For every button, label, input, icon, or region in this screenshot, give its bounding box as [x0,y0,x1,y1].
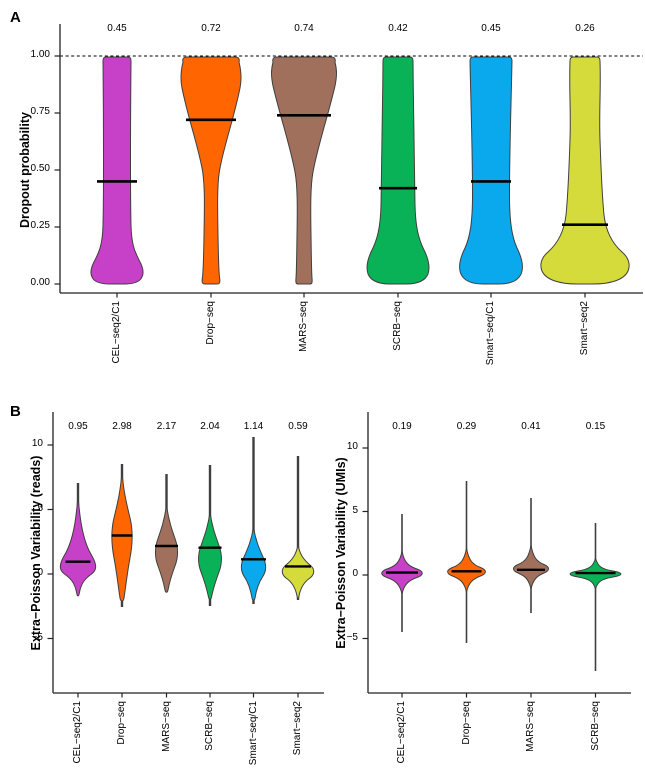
y-tick-label: 0.00 [30,277,50,288]
median-lines-umis [386,568,616,575]
panel-a-plot [54,24,643,298]
whiskers-reads [76,437,300,607]
x-tick-label: CEL−seq2/C1 [111,301,122,364]
violin-reads-scrb-seq [198,511,222,600]
violin-dropout-mars-seq [271,56,337,285]
x-tick-label: MARS−seq [298,301,309,352]
median-lines-panel-a [97,114,608,226]
median-value-label: 0.41 [521,421,541,432]
x-tick-label: Drop−seq [116,701,127,745]
violin-dropout-scrb-seq [366,56,430,285]
x-tick-label: MARS−seq [160,701,172,752]
x-tick-label: Smart−seq/C1 [247,701,259,766]
violin-dropout-smart-seq-c1 [459,56,523,285]
x-tick-label: CEL−seq2/C1 [396,701,407,764]
median-value-label: 0.42 [388,23,408,34]
panel-a-letter: A [10,9,21,26]
median-value-label: 2.17 [156,421,177,432]
violin-dropout-cel-seq2-c1 [90,56,144,285]
y-tick-label: 5 [352,504,358,516]
violin-dropout-drop-seq [180,56,242,285]
y-tick-label: 10 [346,441,358,452]
median-value-label: 0.29 [456,421,477,432]
median-value-label: 1.14 [243,421,264,432]
panel-b-reads-plot [47,412,324,698]
median-value-label: 0.59 [288,421,308,432]
median-value-label: 0.74 [294,23,314,34]
violin-umis-drop-seq [447,547,486,593]
median-value-label: 2.04 [200,421,220,432]
panel-b-reads-x-tick-marks [77,693,299,698]
median-value-label: 0.15 [585,421,606,432]
y-tick-label: −5 [31,631,43,643]
y-tick-label: 0 [352,568,358,579]
median-value-label: 0.26 [575,23,595,34]
panel-b-umis-y-tick-marks [362,447,368,640]
x-tick-label: SCRB−seq [392,301,403,351]
median-value-label: 0.45 [481,23,501,34]
x-tick-label: SCRB−seq [204,701,215,751]
median-value-label: 0.95 [68,421,88,432]
y-tick-label: 0.25 [30,220,50,231]
x-tick-label: Drop−seq [460,701,472,745]
x-tick-label: MARS−seq [525,701,536,752]
x-tick-label: SCRB−seq [589,701,601,751]
median-value-label: 2.98 [112,421,132,432]
x-tick-label: Smart−seq2 [292,701,303,756]
median-value-label: 0.72 [201,23,221,34]
x-tick-label: CEL−seq2/C1 [72,701,83,764]
y-tick-label: 0 [37,567,43,578]
panel-b-umis-x-tick-marks [401,693,597,698]
panel-b-umis-plot [362,412,631,698]
violin-dropout-smart-seq2 [540,56,630,285]
violin-reads-smart-seq2 [281,544,315,599]
x-tick-label: Smart−seq2 [579,301,590,356]
y-tick-label: −5 [346,631,358,643]
y-tick-label: 1.00 [30,49,50,60]
y-tick-label: 5 [37,502,43,514]
panel-b-reads-y-axis-title: Extra−Poisson Variability (reads) [29,455,43,651]
panel-b-reads-y-tick-marks [47,444,53,640]
y-tick-label: 10 [31,438,43,449]
y-tick-label: 0.75 [30,106,50,117]
violin-reads-cel-seq2-c1 [59,494,97,597]
panel-a-y-tick-marks [54,55,60,285]
violin-reads-smart-seq-c1 [240,526,267,601]
panel-b-umis-y-axis-title: Extra−Poisson Variability (UMIs) [334,457,348,649]
x-tick-label: Smart−seq/C1 [485,301,496,366]
whiskers-umis [401,481,597,671]
panel-a-x-tick-marks [116,293,586,298]
x-tick-label: Drop−seq [205,301,216,345]
violin-umis-mars-seq [513,544,549,590]
panel-b-letter: B [10,403,21,420]
median-value-label: 0.45 [107,23,127,34]
median-value-label: 0.19 [392,421,412,432]
y-tick-label: 0.50 [30,163,50,174]
violin-reads-mars-seq [155,504,178,593]
median-lines-reads [65,534,311,568]
